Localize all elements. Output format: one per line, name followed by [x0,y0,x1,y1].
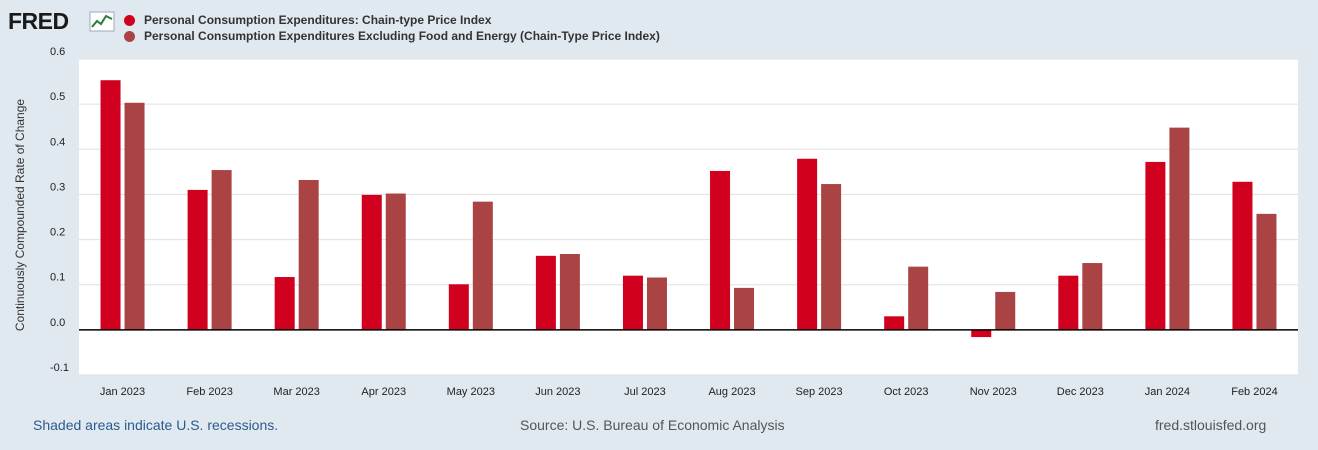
x-tick-label: Dec 2023 [1057,386,1104,398]
legend-item-pce[interactable]: Personal Consumption Expenditures: Chain… [124,12,660,28]
y-axis-label: Continuously Compounded Rate of Change [13,99,27,331]
legend-label-pce: Personal Consumption Expenditures: Chain… [144,13,492,27]
legend-label-core-pce: Personal Consumption Expenditures Exclud… [144,29,660,43]
y-tick-label: 0.2 [50,227,65,239]
bars [100,80,1277,338]
fred-logo-chart-icon [89,11,115,32]
bar-series-2[interactable] [995,291,1016,330]
x-tick-label: Feb 2024 [1231,386,1277,398]
x-axis-ticks: Jan 2023 Feb 2023 Mar 2023 Apr 2023 May 2023… [100,386,1278,398]
bar-chart: 0.6 0.5 0.4 0.3 0.2 0.1 0.0 -0.1 Jan 2023 Feb 20… [13,46,1298,398]
bar-series-2[interactable] [211,170,232,330]
bar-series-1[interactable] [797,158,818,330]
bar-series-2[interactable] [298,179,319,330]
x-tick-label: Nov 2023 [970,386,1017,398]
bar-series-1[interactable] [1232,181,1253,330]
recession-note: Shaded areas indicate U.S. recessions. [33,417,279,433]
bar-series-1[interactable] [971,329,992,338]
bar-series-1[interactable] [448,284,469,330]
bar-series-2[interactable] [124,102,145,330]
bar-series-1[interactable] [1145,161,1166,330]
x-tick-label: Feb 2023 [186,386,232,398]
bar-series-2[interactable] [1256,213,1277,330]
bar-series-2[interactable] [734,287,755,330]
legend-item-core-pce[interactable]: Personal Consumption Expenditures Exclud… [124,28,660,44]
bar-series-2[interactable] [559,254,580,330]
bar-series-1[interactable] [884,316,905,330]
bar-series-1[interactable] [535,255,556,330]
legend-swatch-core-pce [124,30,135,42]
bar-series-1[interactable] [622,275,643,330]
bar-series-2[interactable] [1082,263,1103,330]
y-tick-label: 0.6 [50,46,65,58]
bar-series-2[interactable] [1169,127,1190,330]
fred-logo[interactable]: FRED [8,6,118,34]
plot-area [79,59,1298,375]
y-tick-label: 0.5 [50,91,65,103]
gridlines [79,58,1298,376]
bar-series-1[interactable] [187,189,208,330]
y-tick-label: 0.1 [50,272,65,284]
bar-series-1[interactable] [100,80,121,330]
y-tick-label: -0.1 [50,362,69,374]
x-tick-label: Oct 2023 [884,386,929,398]
x-tick-label: Jan 2023 [100,386,145,398]
site-link[interactable]: fred.stlouisfed.org [1155,417,1267,433]
x-tick-label: Jul 2023 [624,386,666,398]
y-tick-label: 0.3 [50,181,65,193]
y-tick-label: 0.4 [50,136,65,148]
x-tick-label: Sep 2023 [796,386,843,398]
bar-series-2[interactable] [472,201,493,330]
x-tick-label: Jun 2023 [535,386,580,398]
bar-series-2[interactable] [385,193,406,330]
bar-series-1[interactable] [1058,275,1079,330]
chart-legend: Personal Consumption Expenditures: Chain… [124,12,660,44]
source-note: Source: U.S. Bureau of Economic Analysis [520,417,785,433]
bar-series-1[interactable] [274,277,295,330]
bar-series-2[interactable] [646,277,667,330]
x-tick-label: Mar 2023 [273,386,319,398]
y-axis-ticks: 0.6 0.5 0.4 0.3 0.2 0.1 0.0 -0.1 [50,46,69,374]
x-tick-label: Aug 2023 [708,386,755,398]
x-tick-label: May 2023 [447,386,495,398]
x-tick-label: Jan 2024 [1145,386,1190,398]
bar-series-1[interactable] [710,170,731,330]
bar-series-2[interactable] [821,184,842,330]
y-tick-label: 0.0 [50,317,65,329]
fred-logo-text: FRED [8,8,69,34]
bar-series-2[interactable] [908,266,929,330]
x-tick-label: Apr 2023 [361,386,406,398]
bar-series-1[interactable] [361,194,382,330]
legend-swatch-pce [124,14,135,26]
